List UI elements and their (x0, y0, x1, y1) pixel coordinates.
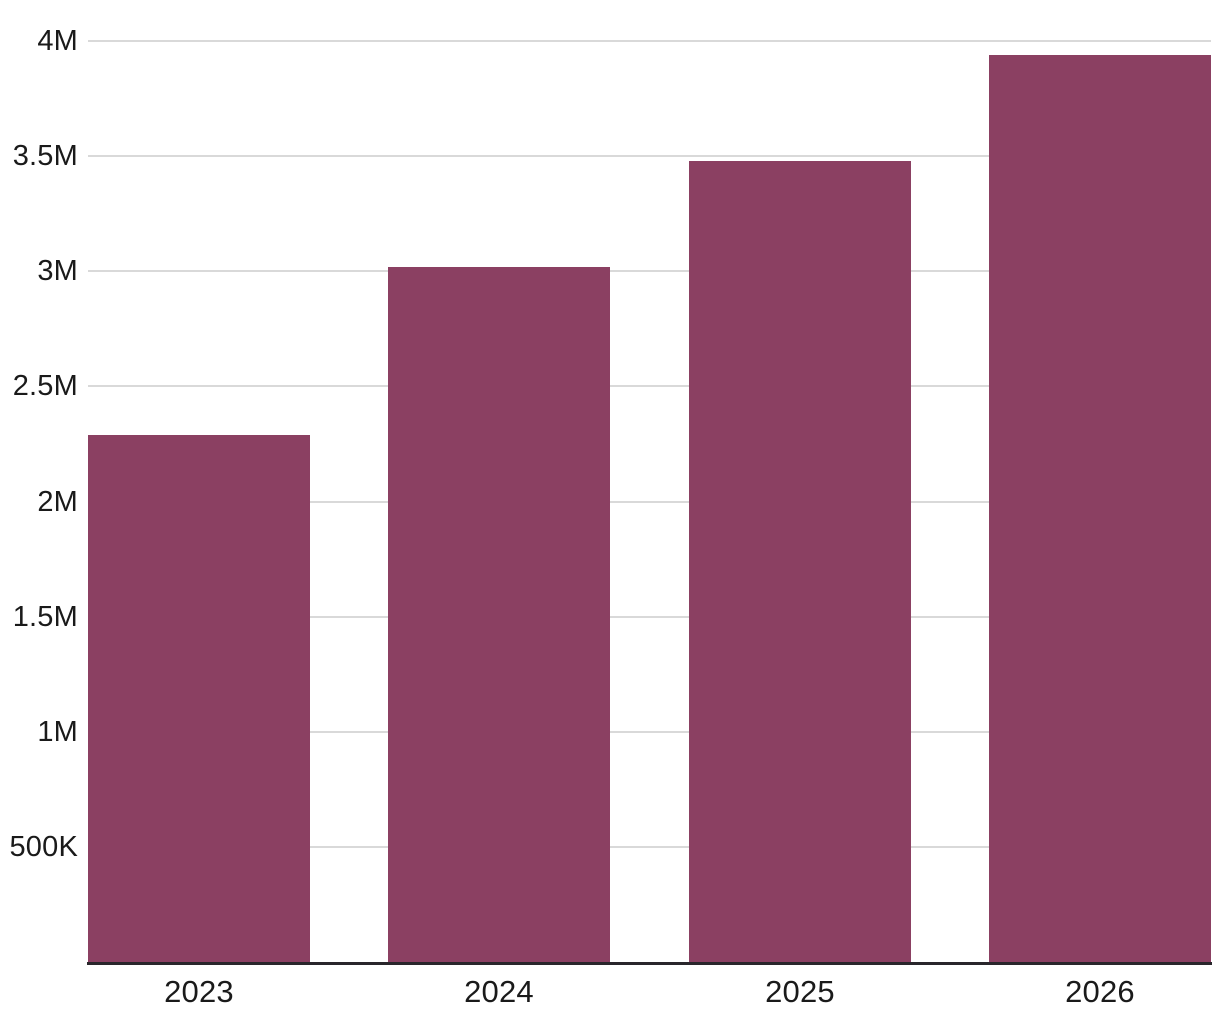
y-tick-label: 3M (37, 255, 78, 287)
gridline (88, 270, 1211, 272)
y-tick-label: 1M (37, 716, 78, 748)
y-tick-label: 2M (37, 486, 78, 518)
x-axis-line (87, 962, 1212, 965)
gridline (88, 40, 1211, 42)
gridline (88, 385, 1211, 387)
y-tick-label: 3.5M (12, 140, 78, 172)
bar-2026 (988, 55, 1211, 962)
x-tick-label: 2025 (765, 974, 835, 1009)
y-tick-label: 4M (37, 25, 78, 57)
y-tick-label: 1.5M (12, 601, 78, 633)
x-tick-label: 2023 (164, 974, 234, 1009)
bar-2024 (388, 267, 611, 962)
y-tick-label: 500K (9, 831, 78, 863)
gridline (88, 731, 1211, 733)
gridline (88, 846, 1211, 848)
gridline (88, 616, 1211, 618)
x-tick-label: 2024 (464, 974, 534, 1009)
bar-2023 (88, 435, 310, 962)
gridline (88, 501, 1211, 503)
bar-2025 (688, 161, 911, 962)
bars-area (88, 0, 1211, 962)
x-tick-label: 2026 (1065, 974, 1135, 1009)
y-tick-label: 2.5M (12, 370, 78, 402)
gridline (88, 155, 1211, 157)
